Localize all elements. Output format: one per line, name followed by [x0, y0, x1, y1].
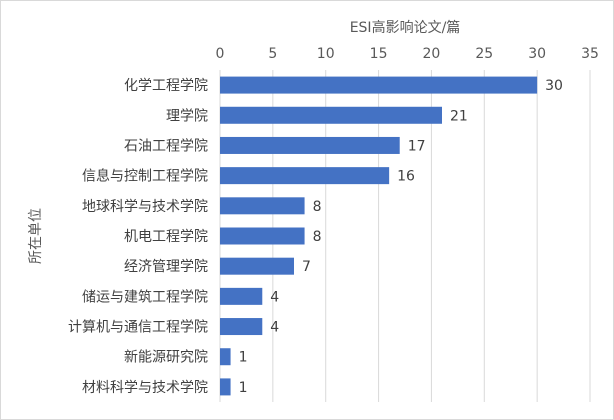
bar — [220, 348, 231, 366]
x-tick-label: 15 — [370, 46, 388, 62]
data-label: 8 — [313, 199, 322, 215]
category-label: 地球科学与技术学院 — [82, 199, 208, 215]
x-tick-label: 20 — [423, 46, 441, 62]
x-axis-title: ESI高影响论文/篇 — [350, 19, 461, 36]
data-label: 4 — [270, 320, 279, 336]
data-label: 30 — [545, 78, 563, 94]
bar — [220, 197, 305, 215]
data-label: 21 — [450, 108, 468, 124]
x-tick-label: 30 — [528, 46, 546, 62]
x-tick-label: 0 — [216, 46, 225, 62]
category-label: 储运与建筑工程学院 — [82, 289, 208, 305]
bar — [220, 167, 390, 185]
data-label: 4 — [270, 289, 279, 305]
bar — [220, 227, 305, 245]
data-label: 16 — [397, 169, 415, 185]
category-label: 经济管理学院 — [124, 259, 208, 275]
category-label: 新能源研究院 — [124, 350, 208, 366]
data-label: 8 — [313, 229, 322, 245]
x-tick-label: 5 — [268, 46, 277, 62]
category-label: 材料科学与技术学院 — [82, 380, 208, 396]
bar — [220, 378, 231, 396]
category-label: 理学院 — [166, 108, 208, 124]
bar — [220, 136, 400, 154]
bar — [220, 257, 294, 275]
bar — [220, 287, 263, 305]
data-label: 17 — [408, 138, 426, 154]
gridlines — [219, 70, 591, 402]
x-tick-label: 10 — [317, 46, 335, 62]
data-label: 1 — [239, 380, 248, 396]
category-label: 信息与控制工程学院 — [82, 168, 208, 185]
data-label: 7 — [302, 259, 311, 275]
category-label: 机电工程学院 — [124, 229, 208, 245]
bar — [220, 106, 442, 124]
x-tick-label: 35 — [581, 46, 599, 62]
data-label: 1 — [239, 350, 248, 366]
y-axis-title: 所在单位 — [28, 208, 44, 264]
category-label: 石油工程学院 — [124, 138, 208, 154]
x-tick-label: 25 — [475, 46, 493, 62]
x-tick-labels: 0 5 10 15 20 25 30 35 — [216, 46, 599, 62]
bar — [220, 76, 538, 94]
category-labels: 化学工程学院理学院石油工程学院信息与控制工程学院地球科学与技术学院机电工程学院经… — [68, 78, 208, 396]
bar — [220, 318, 263, 336]
bars — [220, 76, 538, 396]
category-label: 计算机与通信工程学院 — [68, 320, 208, 336]
category-label: 化学工程学院 — [124, 78, 208, 94]
